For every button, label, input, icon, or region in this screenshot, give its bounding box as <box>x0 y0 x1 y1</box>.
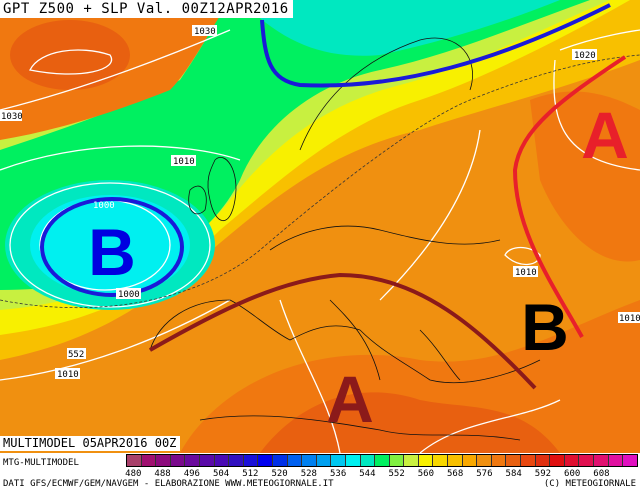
high-center-east: A <box>581 98 629 172</box>
isobar-labels: 1030 1030 1010 1000 1000 552 1010 1020 1… <box>0 25 640 380</box>
legend-swatch <box>258 455 273 466</box>
legend-tick-label: 496 <box>183 469 200 479</box>
legend-swatch <box>506 455 522 466</box>
data-credit: DATI GFS/ECMWF/GEM/NAVGEM - ELABORAZIONE… <box>3 479 334 489</box>
weather-map: B B A A 1030 1030 1010 1000 1000 552 101… <box>0 0 640 453</box>
legend-swatch <box>579 455 594 466</box>
legend-swatch <box>404 455 419 466</box>
legend-tick-label: 536 <box>329 469 347 479</box>
legend-tick-label: 568 <box>447 469 464 479</box>
legend-tick-label: 600 <box>564 469 581 479</box>
z500-552-line <box>0 54 640 309</box>
legend-swatch <box>243 455 259 466</box>
legend-swatch <box>433 455 449 466</box>
isobar-label: 1010 <box>619 314 640 324</box>
legend-swatch <box>229 455 244 466</box>
legend-tick-label: 560 <box>417 469 435 479</box>
isobar-label: 1030 <box>1 112 23 122</box>
legend-tick-label: 528 <box>300 469 317 479</box>
legend-swatch <box>141 455 157 466</box>
legend-tick-label: 488 <box>154 469 171 479</box>
isobar-label: 552 <box>68 350 84 360</box>
copyright: (C) METEOGIORNALE <box>543 479 636 489</box>
legend-swatch <box>623 455 637 466</box>
legend-tick-label: 480 <box>125 469 142 479</box>
legend-swatch <box>316 455 332 466</box>
legend-tick-label: 504 <box>212 469 230 479</box>
legend-swatch <box>331 455 346 466</box>
legend-swatch <box>360 455 376 466</box>
low-contour <box>40 197 184 297</box>
legend-tick-label: 520 <box>271 469 288 479</box>
legend-tick-label: 592 <box>534 469 552 479</box>
legend-swatch <box>491 455 507 466</box>
isobar-label: 1030 <box>194 27 216 37</box>
trough-axis-north <box>260 3 611 88</box>
legend-swatch <box>550 455 565 466</box>
legend-tick-label: 576 <box>476 469 493 479</box>
legend-swatch <box>477 455 492 466</box>
model-label: MTG-MULTIMODEL <box>3 458 79 468</box>
legend-swatch <box>214 455 230 466</box>
isobar-label: 1000 <box>118 290 140 300</box>
height-band-576 <box>260 392 560 453</box>
isobar-label: 1010 <box>515 268 537 278</box>
legend-swatch <box>564 455 580 466</box>
height-band-ridge-core <box>10 20 130 90</box>
height-band-568-south <box>180 300 640 453</box>
legend-swatch <box>127 455 142 466</box>
legend-tick-label: 512 <box>242 469 259 479</box>
legend-swatch <box>199 455 215 466</box>
legend-swatch <box>521 455 536 466</box>
ridge-axis <box>149 272 537 390</box>
legend-tick-label: 584 <box>505 469 522 479</box>
legend-swatch <box>535 455 551 466</box>
low-center-west: B <box>88 215 136 289</box>
high-center-south: A <box>326 362 374 436</box>
legend-swatch <box>448 455 463 466</box>
isobar-label: 1000 <box>93 201 115 211</box>
ridge-axis-east <box>512 55 627 338</box>
isobars <box>0 29 640 453</box>
legend-tick-label: 608 <box>593 469 610 479</box>
low-center-east: B <box>521 290 569 364</box>
isobar-label: 1020 <box>574 51 596 61</box>
run-label: MULTIMODEL 05APR2016 00Z <box>0 436 181 451</box>
coastlines <box>149 37 541 441</box>
legend-swatch <box>608 455 624 466</box>
legend-swatch <box>156 455 171 466</box>
legend-swatch <box>287 455 303 466</box>
legend-swatch <box>594 455 609 466</box>
legend-swatch <box>185 455 200 466</box>
legend-swatch <box>272 455 288 466</box>
height-band-north <box>240 0 560 56</box>
legend-swatch <box>170 455 186 466</box>
legend-swatch <box>389 455 405 466</box>
legend-swatch <box>302 455 317 466</box>
legend-swatch <box>375 455 390 466</box>
isobar-label: 1010 <box>173 157 195 167</box>
isobar-label: 1010 <box>57 370 79 380</box>
color-legend-ticks: 480 488 496 504 512 520 528 536 544 552 560 568 576 5… <box>125 469 638 479</box>
map-title: GPT Z500 + SLP Val. 00Z12APR2016 <box>0 0 293 18</box>
legend-swatch <box>418 455 434 466</box>
height-band-east <box>530 91 640 262</box>
height-band-520 <box>30 195 190 295</box>
legend-swatch <box>345 455 361 466</box>
legend-tick-label: 544 <box>359 469 376 479</box>
legend-tick-label: 552 <box>388 469 405 479</box>
legend-swatch <box>462 455 478 466</box>
color-legend <box>126 454 638 467</box>
